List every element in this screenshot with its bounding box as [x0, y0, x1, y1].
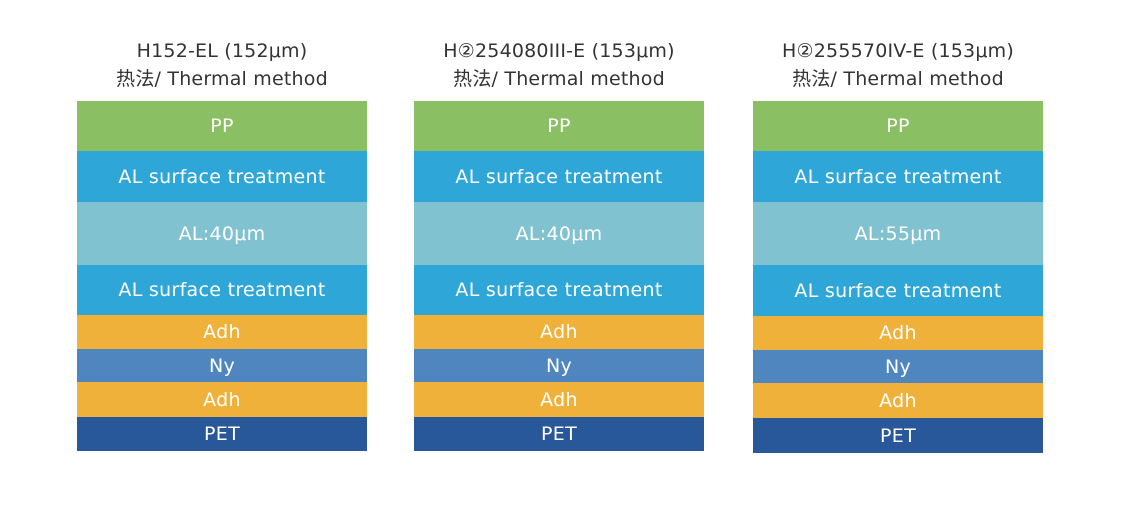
laminate-stack-3: H②255570IV-E (153μm) 热法/ Thermal method … — [753, 37, 1043, 453]
stack-title-method: 热法/ Thermal method — [116, 68, 328, 90]
layer-pet: PET — [753, 418, 1043, 453]
layer-al-surface-treatment-bottom: AL surface treatment — [77, 265, 367, 315]
layer-pp: PP — [77, 101, 367, 151]
stack-title-code: H②254080III-E (153μm) — [443, 40, 675, 62]
laminate-stack-1: H152-EL (152μm) 热法/ Thermal method PP AL… — [77, 37, 367, 451]
stack-title-method: 热法/ Thermal method — [792, 68, 1004, 90]
layer-al-surface-treatment-top: AL surface treatment — [77, 151, 367, 202]
layer-ny: Ny — [414, 349, 704, 382]
layer-al-surface-treatment-top: AL surface treatment — [753, 151, 1043, 202]
layer-al-surface-treatment-bottom: AL surface treatment — [414, 265, 704, 315]
layer-adh-top: Adh — [414, 315, 704, 349]
laminate-stack-2: H②254080III-E (153μm) 热法/ Thermal method… — [414, 37, 704, 451]
stack-title-code: H②255570IV-E (153μm) — [782, 40, 1014, 62]
layer-ny: Ny — [77, 349, 367, 382]
stack-title: H②255570IV-E (153μm) 热法/ Thermal method — [753, 37, 1043, 93]
layer-al: AL:40μm — [77, 202, 367, 265]
layer-stack: PP AL surface treatment AL:40μm AL surfa… — [414, 101, 704, 451]
layer-adh-top: Adh — [753, 316, 1043, 350]
layer-pet: PET — [414, 417, 704, 451]
layer-stack: PP AL surface treatment AL:40μm AL surfa… — [77, 101, 367, 451]
stack-title-code: H152-EL (152μm) — [136, 40, 308, 62]
layer-adh-bottom: Adh — [414, 382, 704, 417]
stack-title: H②254080III-E (153μm) 热法/ Thermal method — [414, 37, 704, 93]
layer-stack: PP AL surface treatment AL:55μm AL surfa… — [753, 101, 1043, 453]
layer-al: AL:40μm — [414, 202, 704, 265]
stack-title: H152-EL (152μm) 热法/ Thermal method — [77, 37, 367, 93]
stack-title-method: 热法/ Thermal method — [453, 68, 665, 90]
layer-al: AL:55μm — [753, 202, 1043, 265]
layer-pet: PET — [77, 417, 367, 451]
layer-adh-top: Adh — [77, 315, 367, 349]
layer-adh-bottom: Adh — [77, 382, 367, 417]
layer-adh-bottom: Adh — [753, 383, 1043, 418]
layer-ny: Ny — [753, 350, 1043, 383]
layer-pp: PP — [753, 101, 1043, 151]
layer-al-surface-treatment-top: AL surface treatment — [414, 151, 704, 202]
layer-pp: PP — [414, 101, 704, 151]
layer-al-surface-treatment-bottom: AL surface treatment — [753, 265, 1043, 316]
